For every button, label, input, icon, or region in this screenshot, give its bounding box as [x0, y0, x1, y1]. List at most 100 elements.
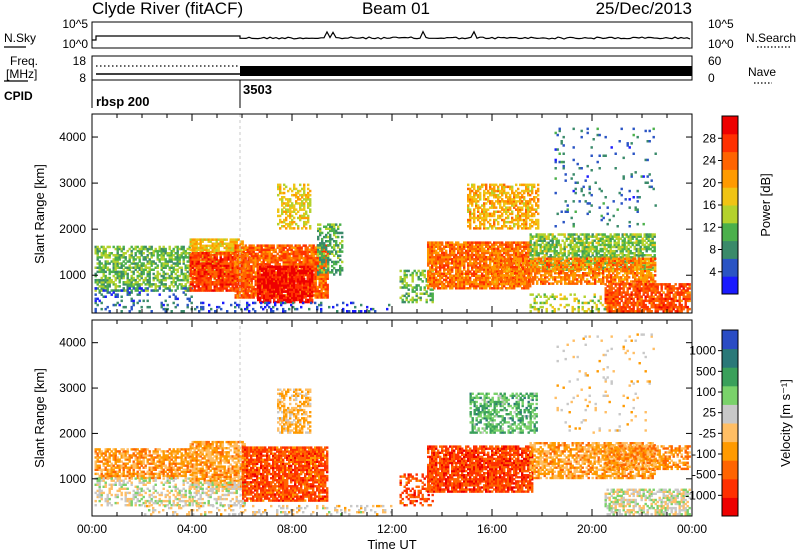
- power-cell: [457, 280, 460, 284]
- power-cell: [311, 290, 314, 293]
- power-cell: [447, 241, 450, 244]
- power-cell: [461, 282, 464, 286]
- power-cell: [501, 218, 504, 222]
- power-cell: [281, 273, 284, 277]
- power-cell: [271, 288, 274, 291]
- power-cell: [457, 266, 460, 269]
- power-cell: [219, 285, 222, 288]
- power-cell: [238, 260, 241, 264]
- power-cell: [176, 249, 179, 253]
- power-cell: [236, 287, 239, 291]
- power-cell: [264, 258, 267, 262]
- power-cell: [96, 254, 99, 257]
- power-cell: [98, 281, 101, 284]
- power-cell: [481, 255, 484, 259]
- power-cell: [227, 281, 230, 284]
- power-cell: [242, 283, 245, 287]
- power-cell: [300, 273, 303, 276]
- power-cell: [180, 247, 183, 251]
- power-cell: [293, 271, 296, 275]
- power-cell: [209, 262, 212, 265]
- power-cell: [463, 264, 466, 267]
- power-cell: [329, 225, 332, 228]
- power-cell: [254, 263, 257, 266]
- power-cell: [233, 240, 236, 243]
- power-cell: [197, 287, 200, 290]
- power-cell: [443, 284, 446, 288]
- power-cell: [299, 286, 302, 289]
- power-cell: [126, 276, 129, 280]
- power-cell: [116, 289, 119, 292]
- power-cell: [483, 225, 486, 228]
- power-cell: [483, 274, 486, 277]
- power-cell: [122, 256, 125, 259]
- power-cell: [323, 260, 326, 264]
- power-cell: [221, 258, 224, 261]
- power-cell: [182, 287, 185, 290]
- power-cell: [525, 276, 528, 280]
- power-cell: [136, 256, 139, 259]
- power-cell: [300, 250, 303, 254]
- power-cell: [200, 301, 203, 305]
- power-cell: [485, 251, 488, 255]
- power-cell: [295, 294, 298, 298]
- power-cell: [260, 283, 263, 287]
- power-cell: [256, 260, 259, 264]
- power-cell: [301, 278, 304, 281]
- power-cell: [290, 303, 293, 307]
- power-cell: [403, 271, 406, 275]
- power-cell: [336, 303, 339, 307]
- power-cell: [140, 249, 143, 253]
- power-cell: [104, 285, 107, 288]
- power-cell: [260, 260, 263, 264]
- power-cell: [437, 251, 440, 255]
- power-cell: [513, 249, 516, 253]
- power-cell: [298, 248, 301, 251]
- power-cell: [481, 280, 484, 284]
- power-cell: [519, 245, 522, 248]
- power-cell: [296, 252, 299, 256]
- power-cell: [215, 258, 218, 261]
- power-cell: [302, 263, 305, 266]
- power-cell: [205, 278, 208, 282]
- power-cell: [142, 245, 145, 249]
- power-cell: [138, 264, 141, 267]
- power-cell: [273, 282, 276, 285]
- power-cell: [236, 265, 239, 268]
- power-cell: [499, 216, 502, 220]
- power-cell: [281, 204, 284, 207]
- power-cell: [132, 272, 135, 276]
- power-cell: [108, 268, 111, 271]
- power-cell: [213, 246, 216, 250]
- power-cell: [487, 268, 490, 271]
- power-cell: [227, 270, 230, 274]
- power-cell: [314, 277, 317, 280]
- power-cell: [487, 280, 490, 284]
- power-cell: [100, 285, 103, 288]
- power-cell: [485, 191, 488, 195]
- power-cell: [128, 256, 131, 259]
- power-cell: [266, 267, 269, 270]
- power-cell: [213, 238, 216, 241]
- power-cell: [186, 297, 189, 301]
- power-cell: [413, 269, 416, 273]
- power-cell: [250, 269, 253, 272]
- power-cell: [299, 294, 302, 298]
- power-cell: [455, 270, 458, 273]
- power-cell: [289, 227, 292, 230]
- power-cell: [98, 266, 101, 269]
- power-cell: [331, 227, 334, 230]
- power-cell: [324, 283, 327, 287]
- power-cell: [431, 268, 434, 271]
- power-cell: [124, 272, 127, 276]
- power-cell: [475, 276, 478, 280]
- power-cell: [499, 243, 502, 246]
- power-cell: [100, 281, 103, 284]
- power-cell: [449, 243, 452, 246]
- power-cell: [279, 198, 282, 201]
- power-cell: [437, 260, 440, 263]
- power-cell: [306, 260, 309, 264]
- power-cell: [250, 281, 253, 285]
- power-cell: [507, 255, 510, 259]
- power-cell: [132, 247, 135, 251]
